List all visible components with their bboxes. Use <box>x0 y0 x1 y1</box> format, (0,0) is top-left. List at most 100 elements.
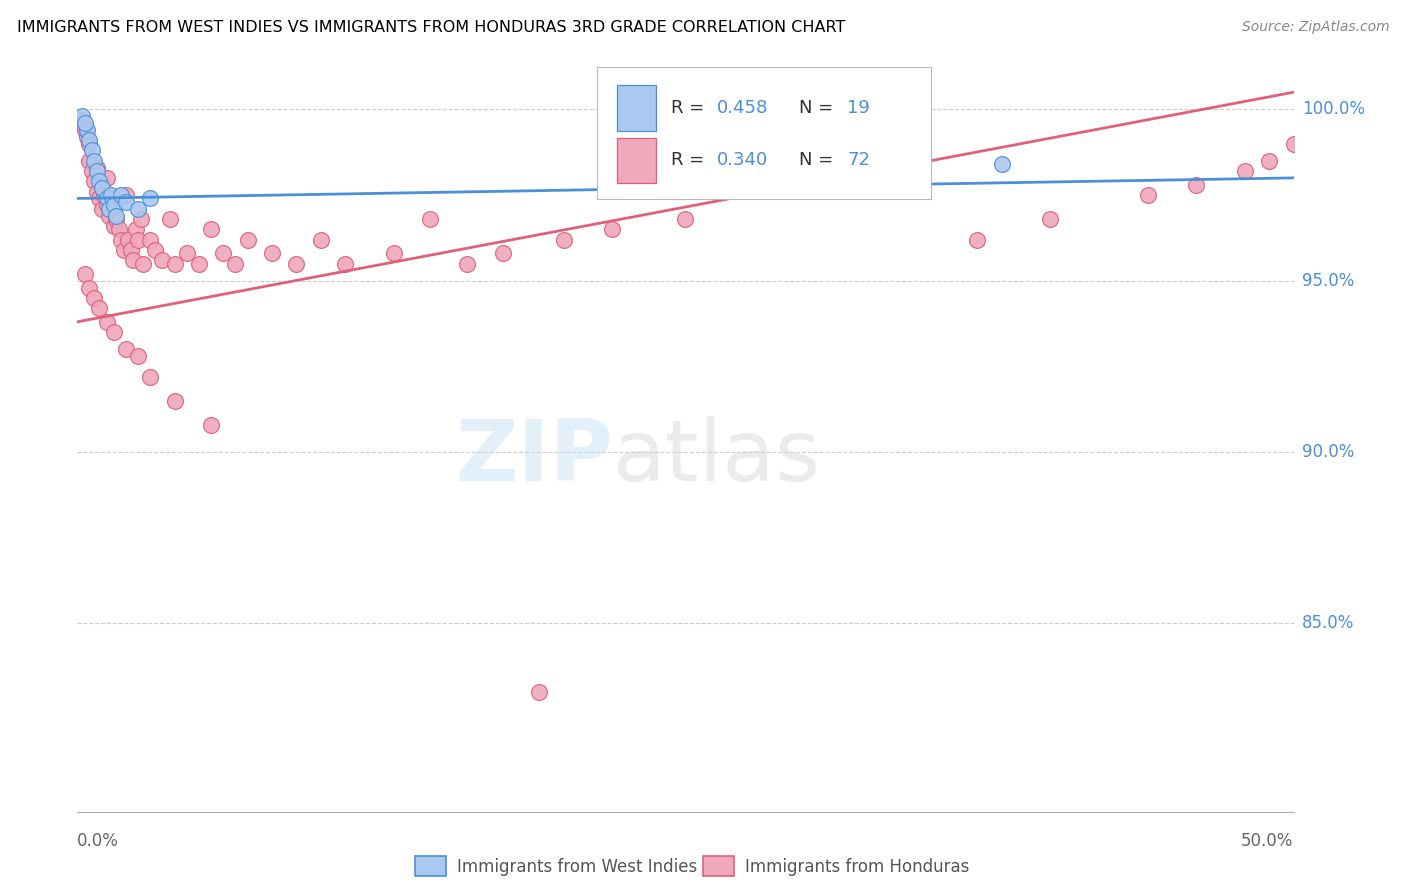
Point <box>200 222 222 236</box>
Point <box>419 212 441 227</box>
Point <box>110 233 132 247</box>
Point <box>117 233 139 247</box>
Point <box>122 253 145 268</box>
Point <box>163 256 186 270</box>
Text: Source: ZipAtlas.com: Source: ZipAtlas.com <box>1241 20 1389 34</box>
Point <box>132 256 155 270</box>
Point <box>1258 153 1281 168</box>
Point <box>200 417 222 432</box>
Point <box>90 178 112 192</box>
Point <box>382 246 405 260</box>
Point <box>112 243 135 257</box>
Point <box>260 246 283 260</box>
Point <box>1136 188 1159 202</box>
Point <box>990 157 1012 171</box>
Point <box>103 219 125 233</box>
Point <box>73 116 96 130</box>
Point <box>90 202 112 216</box>
Text: Immigrants from West Indies: Immigrants from West Indies <box>457 858 697 876</box>
Point <box>120 243 142 257</box>
Text: 90.0%: 90.0% <box>1302 443 1354 461</box>
Point <box>139 233 162 247</box>
Text: N =: N = <box>799 152 838 169</box>
Point <box>73 267 96 281</box>
Text: N =: N = <box>799 99 838 117</box>
Text: 19: 19 <box>848 99 870 117</box>
Point <box>1039 212 1062 227</box>
Point <box>602 222 624 236</box>
Point <box>1185 178 1208 192</box>
Point <box>176 246 198 260</box>
Point <box>159 212 181 227</box>
Point <box>127 202 149 216</box>
Text: R =: R = <box>671 99 710 117</box>
Text: atlas: atlas <box>613 416 821 499</box>
Point <box>1233 164 1256 178</box>
Point <box>93 188 115 202</box>
FancyBboxPatch shape <box>617 86 657 131</box>
Point <box>105 209 128 223</box>
Point <box>83 291 105 305</box>
Point <box>97 209 120 223</box>
Point <box>103 198 125 212</box>
Point <box>212 246 235 260</box>
Point <box>83 153 105 168</box>
Point <box>285 256 308 270</box>
Point <box>107 222 129 236</box>
Point <box>86 161 108 175</box>
Point <box>90 181 112 195</box>
Point <box>103 325 125 339</box>
Text: ZIP: ZIP <box>454 416 613 499</box>
Point <box>83 174 105 188</box>
Point <box>96 315 118 329</box>
Point <box>79 136 101 151</box>
Point <box>70 112 93 127</box>
Text: 85.0%: 85.0% <box>1302 615 1354 632</box>
Point <box>79 133 101 147</box>
Point <box>553 233 575 247</box>
Point <box>115 194 138 209</box>
Text: 50.0%: 50.0% <box>1241 832 1294 850</box>
Point <box>529 685 551 699</box>
Point <box>97 202 120 216</box>
Point <box>143 243 166 257</box>
Point <box>163 393 186 408</box>
FancyBboxPatch shape <box>617 137 657 183</box>
Text: 95.0%: 95.0% <box>1302 272 1354 290</box>
Text: IMMIGRANTS FROM WEST INDIES VS IMMIGRANTS FROM HONDURAS 3RD GRADE CORRELATION CH: IMMIGRANTS FROM WEST INDIES VS IMMIGRANT… <box>17 20 845 35</box>
Point <box>188 256 211 270</box>
Point <box>80 144 103 158</box>
Point <box>96 191 118 205</box>
Point <box>309 233 332 247</box>
Point <box>89 191 111 205</box>
Point <box>139 191 162 205</box>
Point <box>456 256 478 270</box>
Point <box>125 222 148 236</box>
Point <box>115 342 138 356</box>
Point <box>100 188 122 202</box>
Point <box>236 233 259 247</box>
Point <box>115 188 138 202</box>
Point <box>966 233 988 247</box>
Point <box>86 164 108 178</box>
Point <box>76 129 98 144</box>
Text: 0.458: 0.458 <box>717 99 769 117</box>
Point <box>333 256 356 270</box>
Text: R =: R = <box>671 152 710 169</box>
Point <box>105 212 128 227</box>
Point <box>80 164 103 178</box>
Point <box>127 349 149 363</box>
Point <box>96 198 118 212</box>
Point <box>70 109 93 123</box>
Point <box>492 246 515 260</box>
Point <box>1282 136 1305 151</box>
Point <box>139 369 162 384</box>
Text: 100.0%: 100.0% <box>1302 101 1365 119</box>
Point <box>675 212 697 227</box>
Point <box>100 191 122 205</box>
Point <box>127 233 149 247</box>
Point <box>89 174 111 188</box>
Point <box>129 212 152 227</box>
Point <box>76 123 98 137</box>
Text: 0.0%: 0.0% <box>77 832 120 850</box>
